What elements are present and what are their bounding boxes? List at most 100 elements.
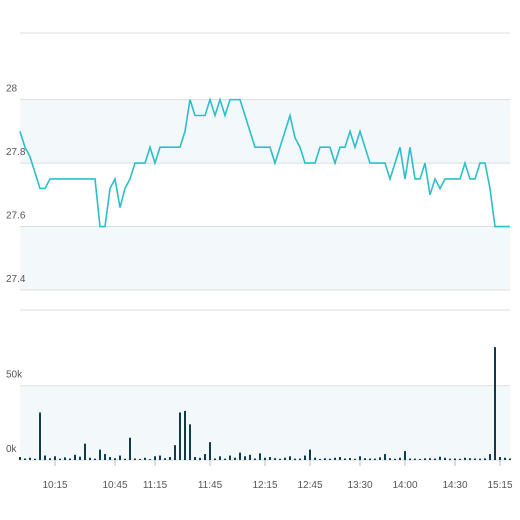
volume-bar — [349, 458, 351, 460]
volume-bar — [294, 458, 296, 460]
price-line — [19, 96, 510, 228]
volume-bar — [209, 442, 211, 460]
volume-bar — [304, 455, 306, 460]
volume-bar — [19, 457, 21, 460]
volume-bar — [194, 457, 196, 460]
volume-bar — [64, 457, 66, 460]
volume-bar — [474, 458, 476, 460]
volume-bar — [234, 457, 236, 460]
volume-bar — [284, 457, 286, 460]
volume-bar — [414, 458, 416, 460]
y-tick-label: 27.8 — [6, 147, 26, 158]
volume-bar — [184, 410, 186, 460]
volume-bar — [59, 458, 61, 460]
volume-bar — [509, 458, 511, 460]
volume-bar — [409, 458, 411, 460]
volume-bar — [189, 424, 191, 460]
volume-bar — [199, 457, 201, 460]
volume-bar — [249, 454, 251, 460]
y-tick-label: 0k — [6, 444, 18, 455]
volume-bar — [484, 458, 486, 460]
volume-bar — [299, 458, 301, 460]
volume-bar — [204, 454, 206, 460]
volume-bar — [314, 457, 316, 460]
volume-bar — [404, 451, 406, 460]
volume-bar — [364, 458, 366, 460]
volume-bar — [459, 458, 461, 460]
volume-bar — [469, 458, 471, 460]
volume-bar — [114, 458, 116, 460]
volume-bar — [84, 443, 86, 460]
volume-bar — [494, 347, 496, 460]
volume-bar — [479, 458, 481, 460]
volume-bar — [399, 457, 401, 460]
volume-bar — [439, 456, 441, 460]
volume-bar — [144, 457, 146, 460]
x-tick-label: 12:15 — [252, 480, 277, 491]
volume-bar — [499, 457, 501, 460]
volume-bar — [329, 458, 331, 460]
volume-bar — [139, 458, 141, 460]
x-tick-label: 11:45 — [198, 480, 223, 491]
y-tick-label: 27.6 — [6, 211, 26, 222]
volume-bar — [454, 458, 456, 460]
volume-bar — [29, 457, 31, 460]
volume-bar — [394, 458, 396, 460]
volume-bar — [94, 458, 96, 460]
volume-bar — [79, 456, 81, 460]
volume-bar — [34, 458, 36, 460]
volume-bar — [49, 458, 51, 460]
volume-bar — [124, 458, 126, 460]
volume-bar — [109, 457, 111, 460]
volume-bar — [179, 412, 181, 460]
x-tick-label: 11:15 — [143, 480, 168, 491]
grid-band — [20, 226, 510, 290]
volume-bar — [239, 452, 241, 460]
volume-bar — [24, 458, 26, 460]
x-tick-label: 15:15 — [487, 480, 512, 491]
volume-bar — [129, 437, 131, 460]
volume-bar — [229, 455, 231, 460]
volume-bar — [429, 458, 431, 460]
x-tick-label: 13:30 — [347, 480, 372, 491]
volume-bar — [274, 458, 276, 460]
volume-bar — [269, 457, 271, 460]
volume-bar — [169, 457, 171, 460]
volume-bar — [99, 449, 101, 460]
volume-bar — [104, 454, 106, 460]
x-tick-label: 10:15 — [42, 480, 67, 491]
volume-bar — [134, 458, 136, 460]
volume-bar — [224, 458, 226, 460]
volume-bar — [444, 457, 446, 460]
volume-bar — [89, 457, 91, 460]
volume-bar — [434, 458, 436, 460]
volume-bar — [39, 412, 41, 460]
volume-bar — [489, 454, 491, 460]
volume-bar — [279, 458, 281, 460]
volume-bar — [334, 457, 336, 460]
volume-bar — [264, 457, 266, 460]
volume-bar — [449, 458, 451, 460]
x-tick-label: 14:30 — [442, 480, 467, 491]
volume-bar — [359, 456, 361, 460]
volume-bar — [379, 457, 381, 460]
volume-bar — [344, 458, 346, 460]
volume-bar — [369, 458, 371, 460]
volume-bar — [419, 458, 421, 460]
volume-bar — [74, 454, 76, 460]
volume-bar — [289, 456, 291, 460]
volume-bar — [464, 457, 466, 460]
volume-bar — [374, 458, 376, 460]
grid-band — [20, 99, 510, 164]
volume-bar — [504, 457, 506, 460]
volume-bar — [339, 457, 341, 460]
y-tick-label: 27.4 — [6, 274, 26, 285]
volume-bar — [54, 456, 56, 460]
volume-bar — [44, 455, 46, 460]
volume-bar — [159, 455, 161, 460]
volume-bar — [214, 458, 216, 460]
volume-bar — [244, 456, 246, 460]
volume-bar — [119, 455, 121, 460]
volume-bar — [149, 459, 151, 460]
volume-bar — [69, 458, 71, 460]
